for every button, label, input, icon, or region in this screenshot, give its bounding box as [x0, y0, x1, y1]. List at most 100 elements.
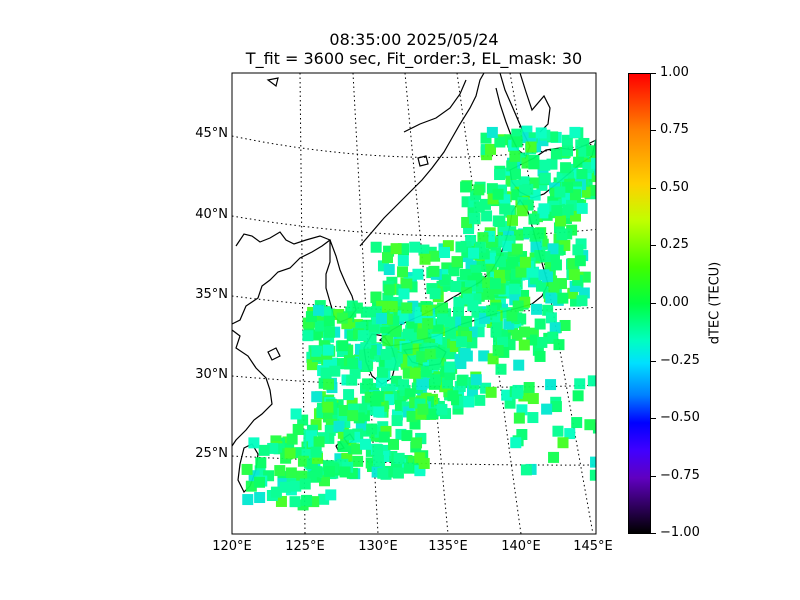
dtec-cell — [334, 453, 346, 465]
dtec-cell — [337, 340, 349, 352]
dtec-cell — [555, 278, 567, 290]
dtec-cell — [254, 465, 266, 477]
cb-label-0.50: 0.50 — [660, 180, 689, 195]
lon-tick-125: 125°E — [285, 539, 325, 554]
dtec-cell — [502, 167, 514, 179]
dtec-cell — [427, 342, 439, 354]
dtec-cell — [548, 451, 560, 463]
dtec-cell — [375, 376, 387, 388]
dtec-cell — [323, 411, 335, 423]
dtec-cell — [397, 266, 409, 278]
dtec-cell — [362, 378, 374, 390]
dtec-cell — [311, 466, 323, 478]
dtec-cell — [550, 401, 562, 413]
dtec-cell — [408, 311, 420, 323]
dtec-cell — [517, 132, 529, 144]
dtec-cell — [594, 164, 596, 176]
dtec-cell — [480, 382, 492, 394]
dtec-cell — [324, 326, 336, 338]
dtec-cell — [473, 184, 485, 196]
dtec-cell — [589, 184, 596, 196]
dtec-cell — [409, 418, 421, 430]
dtec-cell — [263, 470, 275, 482]
dtec-cell — [554, 186, 566, 198]
dtec-cell — [444, 369, 456, 381]
dtec-cell — [569, 210, 581, 222]
dtec-cell — [349, 431, 361, 443]
dtec-cell — [397, 243, 409, 255]
dtec-cell — [571, 417, 583, 429]
dtec-cell — [578, 287, 590, 299]
dtec-cell — [511, 128, 523, 140]
dtec-cell — [392, 393, 404, 405]
dtec-cell — [444, 316, 456, 328]
dtec-cell — [470, 374, 482, 386]
dtec-cell — [429, 288, 441, 300]
dtec-cell — [407, 343, 419, 355]
dtec-cell — [393, 452, 405, 464]
dtec-cell — [401, 455, 413, 467]
dtec-cell — [311, 345, 323, 357]
dtec-cell — [547, 243, 559, 255]
dtec-cell — [548, 251, 560, 263]
dtec-cell — [516, 205, 528, 217]
lon-tick-120: 120°E — [212, 539, 252, 554]
dtec-cell — [528, 158, 540, 170]
dtec-cell — [366, 423, 378, 435]
dtec-cell — [359, 349, 371, 361]
dtec-cell — [438, 274, 450, 286]
dtec-cell — [411, 437, 423, 449]
dtec-cell — [416, 351, 428, 363]
dtec-cell — [413, 459, 425, 471]
dtec-cell — [372, 455, 384, 467]
dtec-cell — [478, 350, 490, 362]
dtec-cell — [516, 429, 528, 441]
dtec-cell — [459, 348, 471, 360]
dtec-cell — [537, 207, 549, 219]
dtec-cell — [346, 397, 358, 409]
dtec-cell — [471, 306, 483, 318]
dtec-cell — [598, 174, 609, 185]
dtec-cell — [578, 137, 590, 149]
dtec-cell — [371, 306, 383, 318]
dtec-cell — [360, 342, 372, 354]
dtec-cell — [597, 176, 608, 187]
dtec-cell — [352, 455, 364, 467]
dtec-cell — [584, 156, 596, 168]
dtec-cell — [383, 264, 395, 276]
dtec-cell — [294, 447, 306, 459]
dtec-cell — [487, 353, 499, 365]
dtec-cell — [370, 241, 382, 253]
dtec-cell — [467, 300, 479, 312]
dtec-cell — [492, 345, 504, 357]
cb-label-0.00: 0.00 — [660, 295, 689, 310]
dtec-cell — [274, 465, 286, 477]
dtec-cell — [458, 281, 470, 293]
dtec-cell — [382, 252, 394, 264]
dtec-cell — [496, 336, 508, 348]
dtec-cell — [584, 419, 596, 431]
dtec-cell — [508, 283, 520, 295]
cb-tick-mark — [651, 418, 656, 419]
dtec-cell — [445, 327, 457, 339]
dtec-cell — [431, 333, 443, 345]
dtec-cell — [562, 145, 574, 157]
dtec-cell — [407, 355, 419, 367]
dtec-cell — [527, 177, 539, 189]
dtec-cell — [573, 156, 585, 168]
dtec-cell — [486, 265, 498, 277]
cb-label-neg0.50: −0.50 — [660, 410, 700, 425]
dtec-cell — [347, 410, 359, 422]
dtec-cell — [498, 346, 510, 358]
dtec-cell — [416, 378, 428, 390]
dtec-cell — [590, 456, 596, 468]
dtec-cell — [535, 127, 547, 139]
dtec-cell — [359, 438, 371, 450]
dtec-cell — [414, 465, 426, 477]
dtec-cell — [470, 264, 482, 276]
dtec-cell — [513, 359, 525, 371]
dtec-cell — [401, 430, 413, 442]
dtec-cell — [518, 176, 530, 188]
dtec-cell — [436, 313, 448, 325]
dtec-cell — [371, 466, 383, 478]
